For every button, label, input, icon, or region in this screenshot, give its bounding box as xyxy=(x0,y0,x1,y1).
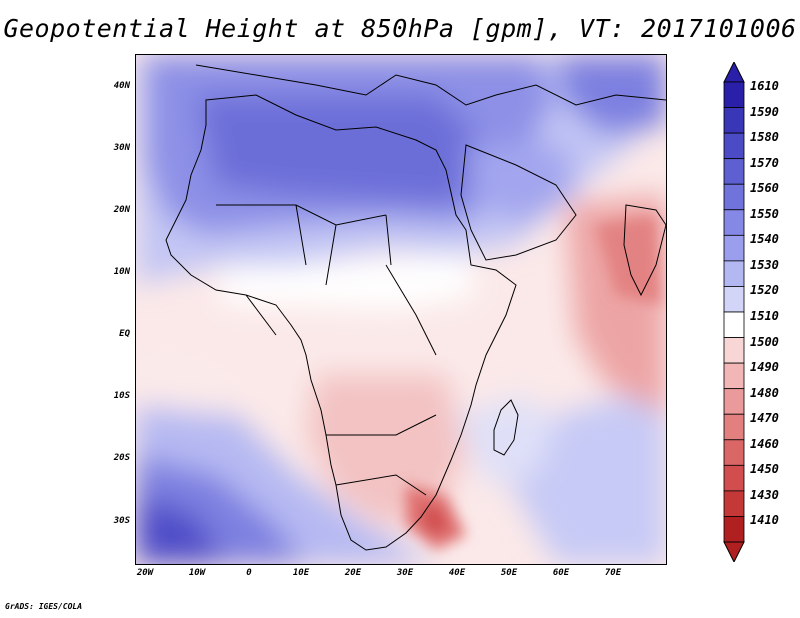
colorbar-label-1590: 1590 xyxy=(750,104,779,119)
colorbar-label-1470: 1470 xyxy=(750,411,779,426)
india-outline xyxy=(623,204,666,297)
colorbar-cell-1530 xyxy=(723,260,745,287)
lon-label-70e: 70E xyxy=(604,568,622,578)
colorbar-bottom-arrow xyxy=(723,541,745,562)
lat-label-20n: 20N xyxy=(113,205,130,215)
lon-label-10e: 10E xyxy=(292,568,310,578)
colorbar-label-1460: 1460 xyxy=(750,436,779,451)
coastlines xyxy=(165,64,666,551)
colorbar-label-1550: 1550 xyxy=(750,206,779,221)
colorbar-cell-1550 xyxy=(723,209,745,236)
colorbar-label-1430: 1430 xyxy=(750,487,779,502)
field-northeast-high xyxy=(556,55,666,135)
lat-label-30s: 30S xyxy=(113,516,130,526)
colorbar-cell-1520 xyxy=(723,286,745,313)
lon-label-0: 0 xyxy=(246,568,252,578)
credit-text: GrADS: IGES/COLA xyxy=(5,602,83,611)
colorbar-cell-1590 xyxy=(723,107,745,134)
colorbar-cell-1560 xyxy=(723,183,745,211)
colorbar-cell-1410 xyxy=(723,516,745,543)
colorbar-cell-1480 xyxy=(723,388,745,415)
colorbar-scale xyxy=(723,62,745,562)
colorbar-label-1450: 1450 xyxy=(750,462,779,477)
africa-coastline xyxy=(165,94,517,551)
colorbar-label-1560: 1560 xyxy=(750,181,779,196)
colorbar-cell-1570 xyxy=(723,158,745,185)
map-title: Geopotential Height at 850hPa [gpm], VT:… xyxy=(3,14,797,43)
map-panel xyxy=(135,54,667,565)
colorbar-label-1500: 1500 xyxy=(750,334,779,349)
lon-label-10w: 10W xyxy=(188,568,206,578)
colorbar-cell-1500 xyxy=(723,337,745,364)
lon-label-20e: 20E xyxy=(344,568,362,578)
lon-label-40e: 40E xyxy=(448,568,466,578)
colorbar-cell-1610 xyxy=(723,81,745,108)
colorbar-label-1520: 1520 xyxy=(750,283,779,298)
colorbar-cell-1580 xyxy=(723,132,745,160)
colorbar-cell-1450 xyxy=(723,464,745,492)
lat-label-10n: 10N xyxy=(113,267,130,277)
colorbar-cell-1510 xyxy=(723,311,745,338)
field-sahara-core xyxy=(196,95,486,205)
lat-label-eq: EQ xyxy=(119,329,130,339)
colorbar-label-1480: 1480 xyxy=(750,385,779,400)
field-neutral-southeast xyxy=(456,395,556,485)
colorbar-label-1540: 1540 xyxy=(750,232,779,247)
colorbar-cell-1490 xyxy=(723,362,745,390)
colorbar-top-arrow xyxy=(723,62,745,83)
madagascar-outline xyxy=(493,399,519,456)
colorbar-label-1580: 1580 xyxy=(750,130,779,145)
colorbar-cell-1460 xyxy=(723,439,745,466)
country-borders xyxy=(216,204,437,496)
colorbar: 1610 1590 1580 1570 1560 1550 1540 1530 1520 1510… xyxy=(722,62,800,562)
lat-label-40n: 40N xyxy=(113,81,130,91)
lon-label-50e: 50E xyxy=(500,568,518,578)
arabia-outline xyxy=(460,144,577,261)
lon-label-30e: 30E xyxy=(396,568,414,578)
field-high-southwest-core xyxy=(136,495,226,564)
colorbar-label-1490: 1490 xyxy=(750,360,779,375)
lon-label-60e: 60E xyxy=(552,568,570,578)
colorbar-label-1570: 1570 xyxy=(750,155,779,170)
colorbar-label-1410: 1410 xyxy=(750,513,779,528)
colorbar-cell-1470 xyxy=(723,413,745,441)
field-arabia-high xyxy=(466,145,576,225)
colorbar-label-1510: 1510 xyxy=(750,309,779,323)
field-low-india-core xyxy=(596,215,661,305)
europe-outline xyxy=(195,64,666,106)
lon-label-20w: 20W xyxy=(136,568,154,578)
field-low-mozambique-core xyxy=(421,505,448,533)
lat-label-10s: 10S xyxy=(113,391,130,401)
geopotential-map xyxy=(136,55,666,564)
field-neutral-atlantic xyxy=(136,355,246,415)
field-low-southern-africa xyxy=(306,375,466,525)
colorbar-label-1530: 1530 xyxy=(750,257,779,272)
lat-label-20s: 20S xyxy=(113,453,130,463)
lat-label-30n: 30N xyxy=(113,143,130,153)
colorbar-cell-1540 xyxy=(723,234,745,262)
colorbar-cell-1430 xyxy=(723,490,745,517)
field-neutral-equator xyxy=(216,255,476,310)
colorbar-label-1610: 1610 xyxy=(750,79,779,93)
